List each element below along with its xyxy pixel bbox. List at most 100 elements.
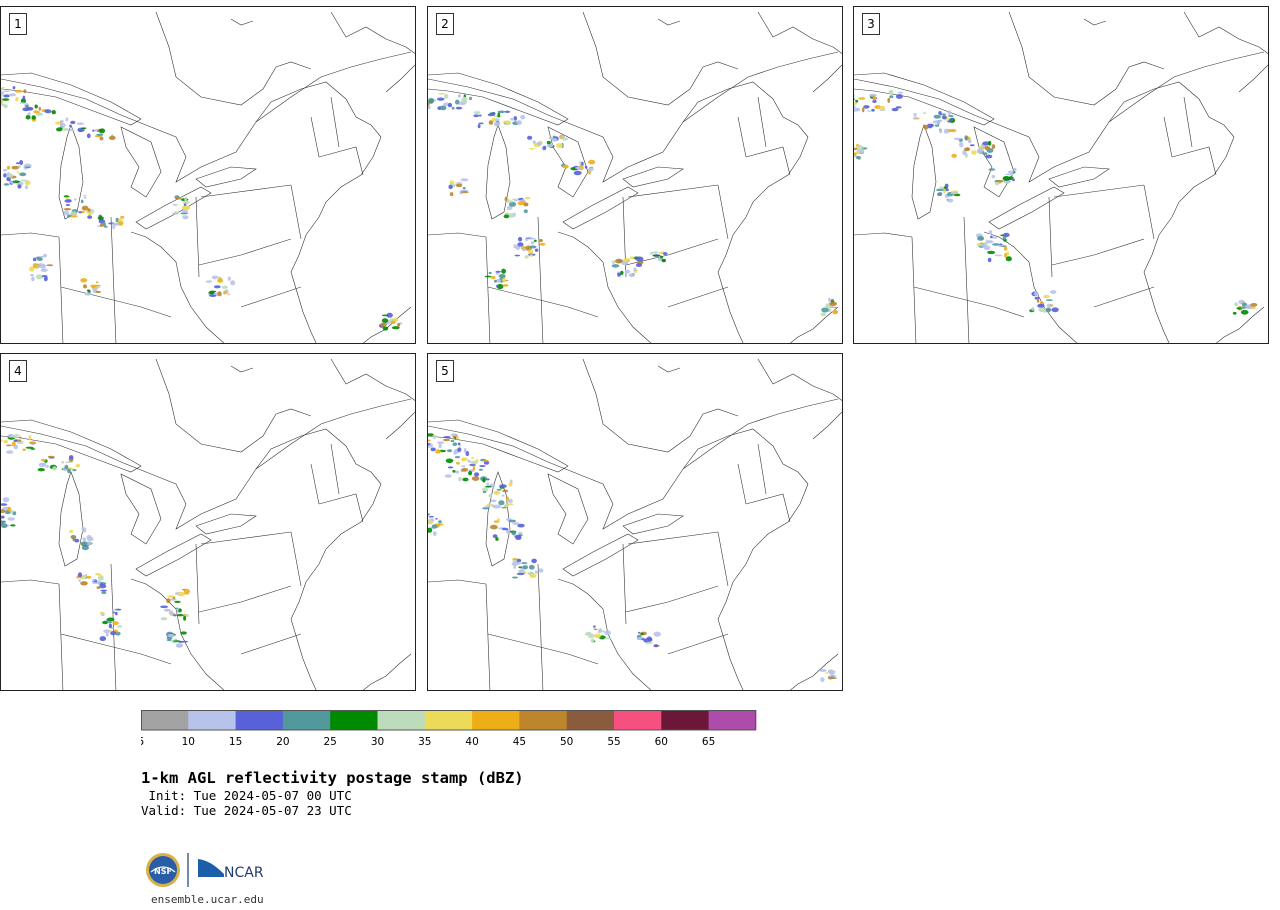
radar-echo bbox=[989, 230, 992, 235]
radar-echo bbox=[382, 318, 388, 323]
radar-echo bbox=[468, 471, 472, 476]
radar-echo bbox=[506, 121, 510, 123]
radar-echo bbox=[20, 102, 25, 104]
radar-echo bbox=[486, 478, 490, 480]
panel-number-2: 2 bbox=[436, 13, 454, 35]
radar-echo bbox=[473, 466, 476, 471]
radar-echo bbox=[180, 213, 188, 215]
radar-echo bbox=[7, 517, 15, 520]
radar-echo bbox=[491, 500, 497, 503]
radar-echo bbox=[947, 120, 952, 122]
map-panel-2: 2 bbox=[427, 6, 843, 344]
radar-echo bbox=[109, 624, 112, 629]
radar-echo bbox=[99, 128, 105, 133]
radar-echo bbox=[448, 466, 453, 468]
ncar-logo-icon: NCAR bbox=[198, 859, 264, 881]
radar-echo bbox=[95, 286, 101, 288]
colorbar-tick-30: 30 bbox=[371, 736, 384, 748]
radar-echo bbox=[7, 166, 10, 170]
radar-echo bbox=[535, 571, 538, 574]
radar-echo bbox=[430, 443, 433, 447]
radar-echo bbox=[112, 621, 118, 625]
radar-echo bbox=[828, 298, 831, 302]
radar-echo bbox=[539, 243, 545, 246]
radar-echo bbox=[83, 537, 86, 542]
radar-echo bbox=[1, 516, 5, 519]
radar-echo bbox=[440, 106, 447, 111]
radar-echo bbox=[951, 154, 957, 158]
radar-echo bbox=[1043, 295, 1050, 299]
radar-echo bbox=[466, 453, 469, 455]
radar-echo bbox=[87, 535, 92, 540]
radar-echo bbox=[1013, 168, 1016, 172]
radar-echo bbox=[80, 278, 87, 282]
radar-echo bbox=[829, 302, 837, 306]
radar-echo bbox=[66, 198, 69, 200]
radar-echo bbox=[562, 137, 568, 140]
map-5 bbox=[428, 354, 843, 691]
radar-echo bbox=[489, 494, 493, 498]
radar-echo bbox=[10, 524, 16, 526]
radar-echo bbox=[46, 264, 53, 266]
radar-echo bbox=[41, 459, 46, 461]
radar-echo bbox=[56, 127, 63, 131]
radar-echo bbox=[161, 617, 168, 620]
radar-echo bbox=[501, 269, 506, 274]
radar-echo bbox=[438, 520, 442, 523]
radar-echo bbox=[61, 461, 64, 464]
radar-echo bbox=[464, 448, 467, 453]
radar-echo bbox=[167, 595, 175, 598]
radar-echo bbox=[529, 565, 535, 570]
radar-echo bbox=[505, 111, 510, 113]
radar-echo bbox=[479, 469, 483, 471]
radar-echo bbox=[65, 465, 69, 470]
colorbar-tick-15: 15 bbox=[229, 736, 242, 748]
radar-echo bbox=[486, 483, 489, 486]
radar-echo bbox=[181, 641, 188, 643]
radar-echo bbox=[1, 503, 7, 506]
radar-echo bbox=[95, 129, 98, 132]
radar-echo bbox=[87, 208, 90, 212]
radar-echo bbox=[84, 197, 87, 199]
radar-echo bbox=[509, 520, 517, 523]
radar-echo bbox=[984, 146, 990, 150]
radar-echo bbox=[97, 586, 101, 589]
radar-echo bbox=[494, 122, 500, 126]
radar-echo bbox=[512, 199, 519, 201]
radar-echo bbox=[992, 175, 995, 178]
radar-echo bbox=[630, 256, 635, 259]
radar-echo bbox=[531, 241, 534, 244]
radar-echo bbox=[214, 285, 221, 288]
radar-echo bbox=[954, 138, 961, 140]
radar-echo bbox=[52, 466, 57, 470]
radar-echo bbox=[81, 127, 86, 129]
radar-echo bbox=[13, 180, 20, 183]
radar-echo bbox=[70, 129, 74, 132]
radar-echo bbox=[206, 280, 213, 282]
radar-echo bbox=[103, 222, 106, 226]
radar-echo bbox=[380, 323, 387, 327]
radar-echo bbox=[4, 183, 9, 186]
radar-echo bbox=[77, 122, 84, 125]
radar-echo bbox=[615, 259, 623, 264]
radar-echo bbox=[223, 291, 227, 295]
radar-echo bbox=[474, 472, 479, 476]
radar-echo bbox=[17, 184, 21, 188]
radar-echo bbox=[178, 592, 185, 597]
radar-echo bbox=[1, 523, 7, 528]
radar-echo bbox=[23, 96, 26, 100]
radar-echo bbox=[948, 110, 951, 115]
radar-echo bbox=[525, 238, 528, 241]
radar-echo bbox=[832, 310, 838, 314]
colorbar-swatch-8 bbox=[519, 710, 567, 730]
radar-echo bbox=[100, 590, 107, 592]
radar-echo bbox=[3, 440, 8, 444]
radar-echo bbox=[461, 191, 469, 193]
radar-echo bbox=[435, 449, 440, 453]
colorbar-tick-55: 55 bbox=[607, 736, 620, 748]
radar-echo bbox=[1004, 246, 1007, 251]
radar-echo bbox=[498, 500, 504, 505]
radar-echo bbox=[182, 215, 188, 219]
radar-echo bbox=[70, 211, 77, 215]
radar-echo bbox=[96, 134, 103, 136]
